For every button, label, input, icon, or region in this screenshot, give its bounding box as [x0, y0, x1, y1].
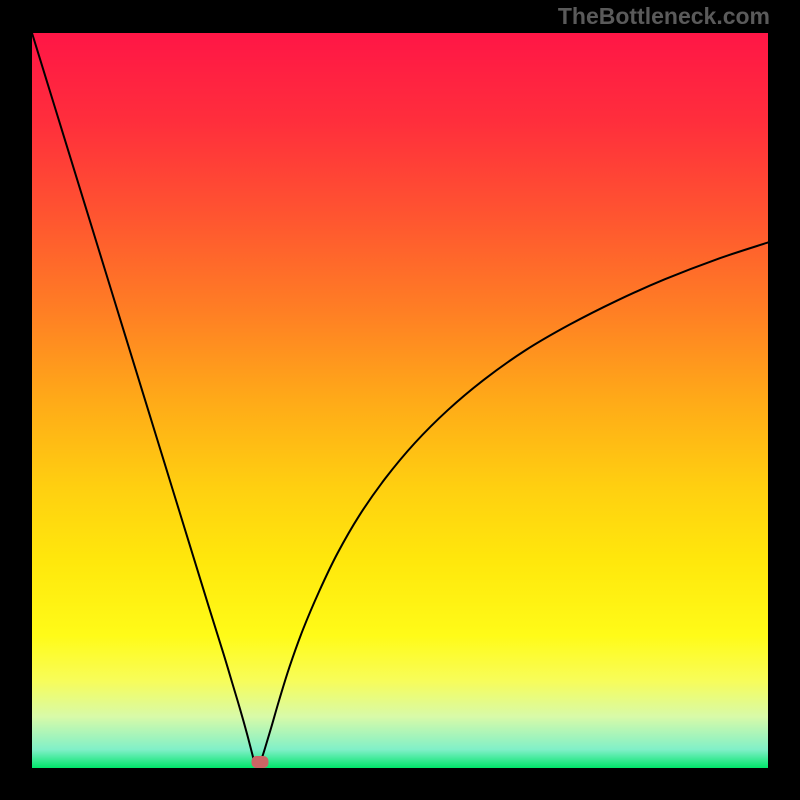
plot-svg — [0, 0, 800, 800]
watermark-text: TheBottleneck.com — [558, 3, 770, 30]
gradient-background — [32, 33, 768, 768]
optimal-point-marker — [252, 756, 269, 768]
chart-container: TheBottleneck.com — [0, 0, 800, 800]
